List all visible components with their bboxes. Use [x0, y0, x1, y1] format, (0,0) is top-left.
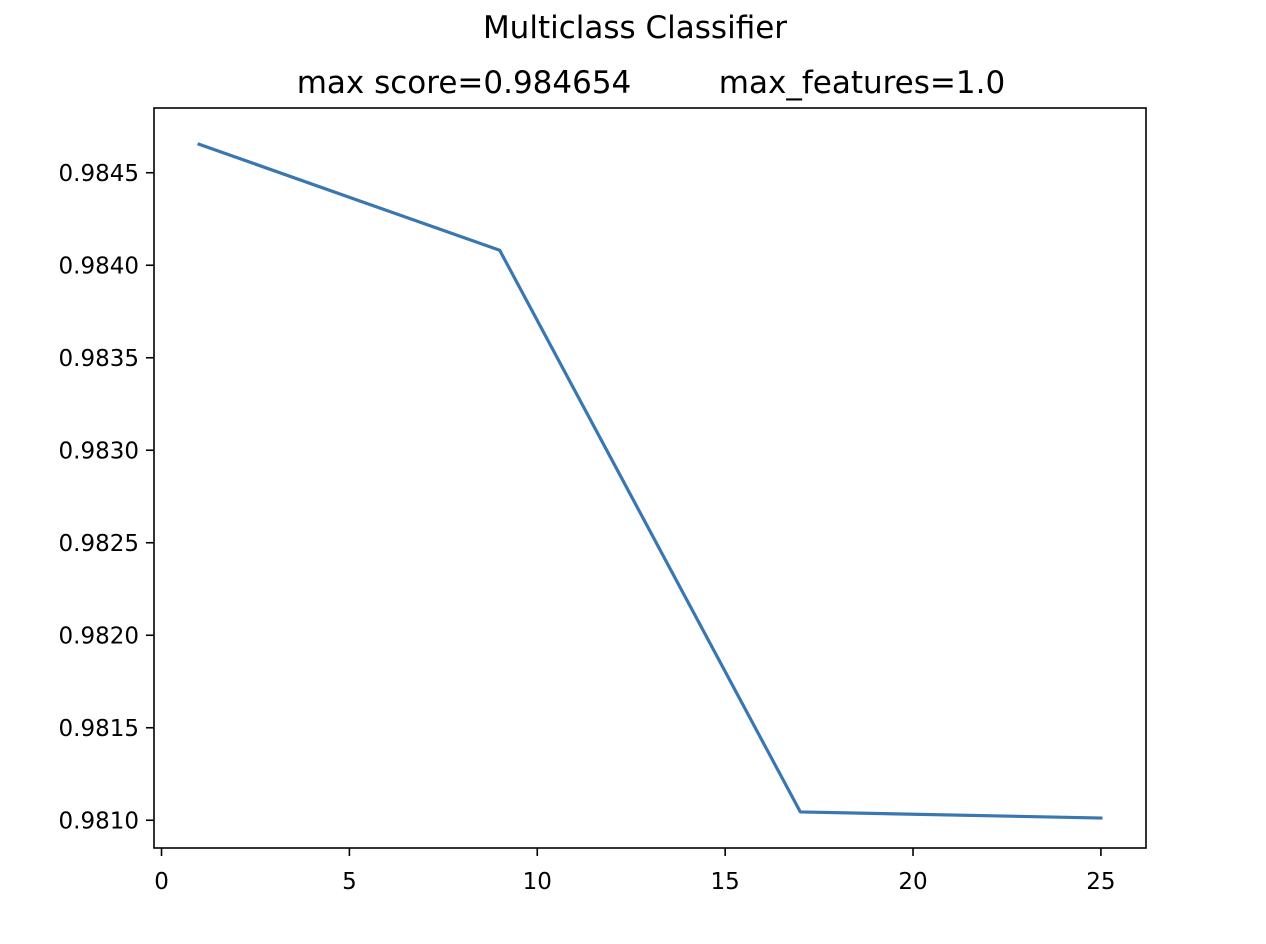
y-tick-label: 0.9845 — [59, 161, 139, 187]
chart-title: Multiclass Classifier — [483, 10, 787, 46]
x-tick-label: 5 — [342, 869, 357, 895]
x-tick-label: 20 — [898, 869, 927, 895]
y-axis: 0.9810 0.9815 0.9820 0.9825 0.9830 0.9835 0.98… — [59, 161, 154, 834]
series-layer — [197, 142, 1103, 820]
x-tick-label: 10 — [523, 869, 552, 895]
x-tick-label: 15 — [711, 869, 740, 895]
chart-subtitle-max-features: max_features=1.0 — [719, 65, 1005, 101]
y-tick-label: 0.9825 — [59, 531, 139, 557]
y-tick-label: 0.9835 — [59, 346, 139, 372]
y-tick-label: 0.9820 — [59, 623, 139, 649]
x-tick-label: 25 — [1086, 869, 1115, 895]
series-line — [197, 142, 1103, 820]
y-tick-label: 0.9810 — [59, 808, 139, 834]
x-tick-label: 0 — [154, 869, 169, 895]
y-tick-label: 0.9840 — [59, 253, 139, 279]
x-axis: 0 5 10 15 20 25 — [154, 848, 1116, 895]
y-tick-label: 0.9815 — [59, 716, 139, 742]
y-tick-label: 0.9830 — [59, 438, 139, 464]
plot-area-frame — [153, 107, 1147, 849]
chart-subtitle-max-score: max score=0.984654 — [297, 65, 632, 101]
